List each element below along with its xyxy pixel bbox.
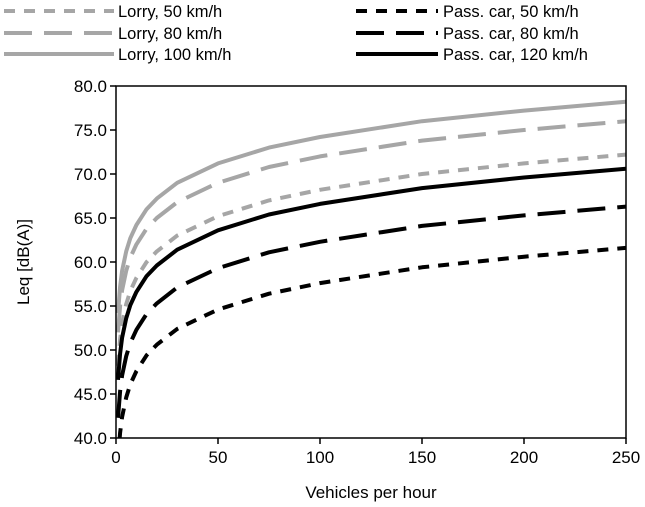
legend-label: Lorry, 50 km/h <box>118 3 222 21</box>
y-tick-label: 50.0 <box>74 341 107 360</box>
series-line-6 <box>116 166 626 381</box>
series-line-3 <box>116 99 626 314</box>
x-axis-title: Vehicles per hour <box>305 483 437 502</box>
series-line-4 <box>117 245 626 438</box>
y-tick-label: 55.0 <box>74 297 107 316</box>
legend-label: Pass. car, 50 km/h <box>443 3 579 21</box>
x-tick-label: 200 <box>510 448 538 467</box>
y-tick-label: 80.0 <box>74 77 107 96</box>
y-tick-label: 40.0 <box>74 429 107 448</box>
axes: 40.0 45.0 50.0 55.0 60.0 65.0 70.0 75.0 80.0 0 50 1… <box>74 77 640 467</box>
x-tick-label: 50 <box>209 448 228 467</box>
series-layer <box>116 99 626 438</box>
x-tick-label: 250 <box>612 448 640 467</box>
plot-frame <box>115 85 627 439</box>
legend-label: Lorry, 100 km/h <box>118 46 231 64</box>
x-tick-label: 100 <box>306 448 334 467</box>
y-tick-label: 65.0 <box>74 209 107 228</box>
y-tick-label: 45.0 <box>74 385 107 404</box>
y-axis-title: Leq [dB(A)] <box>14 219 33 305</box>
legend-label: Lorry, 80 km/h <box>118 25 222 43</box>
x-tick-label: 150 <box>408 448 436 467</box>
x-tick-label: 0 <box>111 448 120 467</box>
series-line-5 <box>116 204 626 418</box>
legend: Lorry, 50 km/h Lorry, 80 km/h Lorry, 100 k… <box>4 3 588 64</box>
y-tick-label: 70.0 <box>74 165 107 184</box>
legend-label: Pass. car, 120 km/h <box>443 46 588 64</box>
series-line-2 <box>116 119 626 333</box>
y-tick-label: 60.0 <box>74 253 107 272</box>
legend-label: Pass. car, 80 km/h <box>443 25 579 43</box>
y-tick-label: 75.0 <box>74 121 107 140</box>
series-line-1 <box>116 152 626 366</box>
